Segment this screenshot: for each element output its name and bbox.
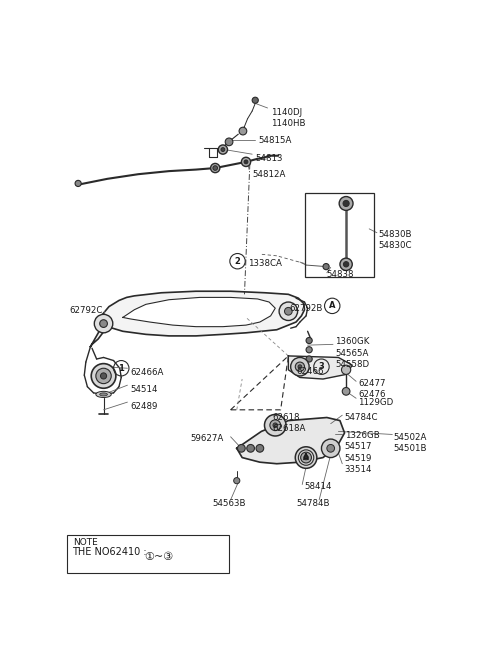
Text: 54514: 54514	[131, 385, 158, 394]
Circle shape	[218, 145, 228, 154]
Circle shape	[304, 455, 308, 460]
Ellipse shape	[96, 392, 111, 398]
Circle shape	[295, 447, 317, 468]
Text: 2: 2	[235, 256, 240, 266]
Circle shape	[100, 373, 107, 379]
Text: 62466A: 62466A	[131, 368, 164, 377]
Text: 54502A
54501B: 54502A 54501B	[394, 433, 427, 453]
Text: 1360GK
54565A
54558D: 1360GK 54565A 54558D	[336, 337, 370, 369]
Circle shape	[96, 368, 111, 384]
Circle shape	[298, 365, 302, 369]
Circle shape	[241, 157, 251, 167]
Circle shape	[234, 478, 240, 483]
Text: 62466: 62466	[297, 367, 324, 376]
Circle shape	[264, 415, 286, 436]
Text: 54830B
54830C: 54830B 54830C	[378, 230, 412, 250]
Circle shape	[285, 308, 292, 315]
Circle shape	[306, 356, 312, 362]
Circle shape	[100, 319, 108, 327]
Text: 1: 1	[119, 363, 124, 373]
Circle shape	[323, 264, 329, 270]
Text: 54563B: 54563B	[212, 499, 246, 508]
Circle shape	[239, 127, 247, 135]
Circle shape	[340, 258, 352, 270]
Circle shape	[295, 362, 304, 371]
Text: 1338CA: 1338CA	[248, 259, 281, 268]
Text: ①~③: ①~③	[144, 552, 174, 562]
Circle shape	[256, 445, 264, 452]
Text: 54784B: 54784B	[297, 499, 330, 508]
Bar	[304, 193, 374, 277]
Text: A: A	[303, 453, 309, 462]
Circle shape	[343, 262, 349, 267]
Polygon shape	[288, 356, 352, 379]
Text: THE NO62410 :: THE NO62410 :	[72, 547, 150, 557]
Circle shape	[291, 358, 309, 376]
Text: 1326GB
54517
54519: 1326GB 54517 54519	[345, 432, 379, 462]
Text: 62792B: 62792B	[289, 304, 323, 314]
Text: 3: 3	[319, 362, 324, 371]
Text: 54815A: 54815A	[258, 136, 292, 146]
Circle shape	[238, 445, 245, 452]
Circle shape	[252, 97, 258, 104]
Circle shape	[341, 365, 351, 375]
Circle shape	[211, 163, 220, 173]
Text: 54784C: 54784C	[345, 413, 378, 422]
Circle shape	[221, 148, 225, 152]
Polygon shape	[90, 291, 304, 346]
Circle shape	[273, 423, 277, 428]
Polygon shape	[237, 417, 345, 464]
Text: 33514: 33514	[345, 465, 372, 474]
Text: 62477
62476: 62477 62476	[359, 379, 386, 399]
Text: 54812A: 54812A	[252, 170, 286, 178]
Text: 62618
62618A: 62618 62618A	[272, 413, 306, 433]
Circle shape	[75, 180, 81, 186]
Circle shape	[94, 314, 113, 333]
Circle shape	[339, 197, 353, 211]
Text: 58414: 58414	[304, 482, 332, 491]
Ellipse shape	[100, 393, 108, 396]
Bar	[67, 535, 229, 573]
Circle shape	[91, 363, 116, 388]
Text: A: A	[329, 301, 336, 310]
Circle shape	[247, 445, 254, 452]
Text: 62792C: 62792C	[69, 306, 102, 315]
Text: NOTE: NOTE	[73, 538, 98, 546]
Circle shape	[244, 160, 248, 164]
Circle shape	[279, 302, 298, 321]
Text: 54838: 54838	[327, 270, 354, 279]
Text: 59627A: 59627A	[191, 434, 224, 443]
Circle shape	[213, 166, 217, 171]
Circle shape	[225, 138, 233, 146]
Circle shape	[327, 445, 335, 452]
Circle shape	[300, 452, 312, 463]
Circle shape	[322, 439, 340, 458]
Circle shape	[306, 337, 312, 344]
Polygon shape	[123, 297, 275, 327]
Text: 54813: 54813	[255, 154, 283, 163]
Circle shape	[342, 388, 350, 395]
Circle shape	[343, 200, 349, 207]
Text: 62489: 62489	[131, 402, 158, 411]
Circle shape	[270, 420, 281, 430]
Text: 1140DJ
1140HB: 1140DJ 1140HB	[271, 108, 305, 128]
Circle shape	[306, 346, 312, 353]
Text: 1129GD: 1129GD	[359, 398, 394, 407]
